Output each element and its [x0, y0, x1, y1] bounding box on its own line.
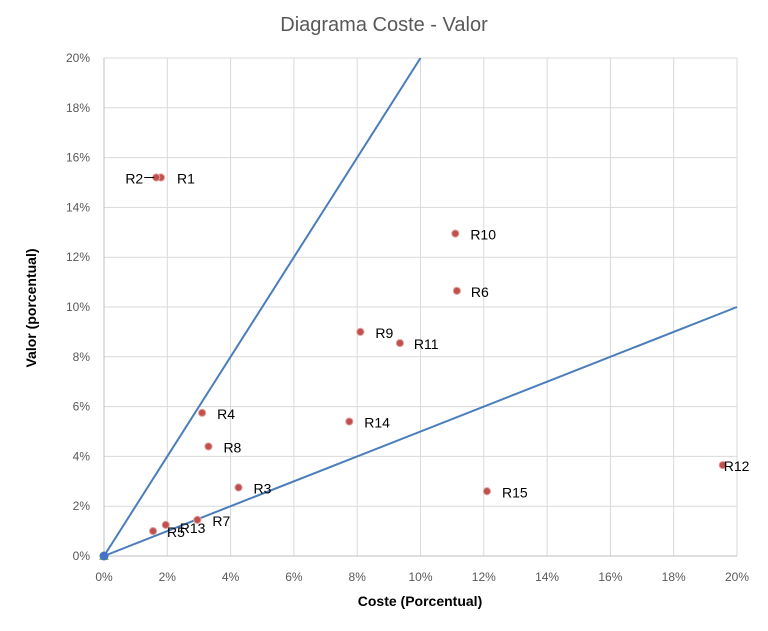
data-point-r13: [161, 520, 170, 529]
x-tick-label: 10%: [408, 570, 432, 584]
data-point-r12: [718, 461, 727, 470]
point-labels: R1 R2 R3 R4 R5 R6 R7 R8 R9 R10 R11 R12 R13 R14 R15: [125, 171, 749, 541]
chart-title: Diagrama Coste - Valor: [280, 14, 488, 36]
data-label-r6: R6: [471, 284, 489, 300]
data-label-r11: R11: [414, 336, 439, 352]
data-label-r2: R2: [125, 171, 143, 187]
y-tick-label: 6%: [73, 400, 91, 414]
y-tick-label: 20%: [66, 51, 90, 65]
data-label-r13: R13: [180, 520, 206, 536]
grid: [103, 57, 738, 557]
data-label-r14: R14: [364, 415, 390, 431]
x-tick-label: 20%: [725, 570, 749, 584]
x-tick-label: 12%: [472, 570, 496, 584]
data-point-r11: [395, 339, 405, 348]
x-tick-label: 8%: [349, 570, 367, 584]
x-tick-label: 0%: [95, 570, 113, 584]
x-tick-label: 14%: [535, 570, 559, 584]
data-point-r3: [234, 483, 243, 492]
x-tick-label: 4%: [222, 570, 240, 584]
data-point-r10: [451, 229, 460, 238]
data-label-r9: R9: [375, 325, 393, 341]
x-axis-label: Coste (Porcentual): [358, 593, 482, 609]
data-point-r7: [193, 515, 202, 524]
data-point-r5: [148, 527, 158, 536]
x-tick-label: 2%: [159, 570, 177, 584]
x-axis-ticks: 0% 2% 4% 6% 8% 10% 12% 14% 16% 18% 20%: [95, 570, 749, 584]
x-tick-label: 18%: [662, 570, 686, 584]
y-tick-label: 4%: [73, 449, 91, 463]
data-point-r6: [452, 286, 461, 295]
data-label-r7: R7: [212, 513, 230, 529]
data-point-r4: [198, 408, 207, 417]
data-label-r5: R5: [167, 524, 185, 540]
data-label-r10: R10: [470, 227, 496, 243]
data-label-r12: R12: [724, 458, 750, 474]
y-tick-label: 12%: [66, 250, 90, 264]
reference-lines: [103, 57, 738, 557]
y-tick-label: 2%: [73, 499, 91, 513]
y-axis-label: Valor (porcentual): [23, 248, 39, 367]
y-tick-label: 16%: [66, 151, 90, 165]
y-tick-label: 10%: [66, 300, 90, 314]
data-label-r15: R15: [502, 484, 528, 500]
reference-line: [103, 57, 422, 557]
data-point-r8: [204, 442, 213, 451]
data-point-r14: [345, 417, 354, 426]
y-tick-label: 0%: [73, 549, 91, 563]
y-tick-label: 18%: [66, 101, 90, 115]
origin-marker-circle: [99, 551, 109, 561]
data-point-r15: [482, 487, 492, 496]
data-point-r9: [356, 327, 365, 336]
data-label-r4: R4: [217, 406, 235, 422]
reference-line: [103, 306, 738, 557]
data-label-r3: R3: [254, 481, 272, 497]
data-label-r1: R1: [177, 171, 195, 187]
y-axis-ticks: 0% 2% 4% 6% 8% 10% 12% 14% 16% 18% 20%: [66, 51, 90, 563]
x-tick-label: 6%: [285, 570, 303, 584]
y-tick-label: 14%: [66, 200, 90, 214]
x-tick-label: 16%: [598, 570, 622, 584]
data-points: [99, 173, 727, 561]
data-label-r8: R8: [223, 439, 241, 455]
y-tick-label: 8%: [73, 350, 91, 364]
